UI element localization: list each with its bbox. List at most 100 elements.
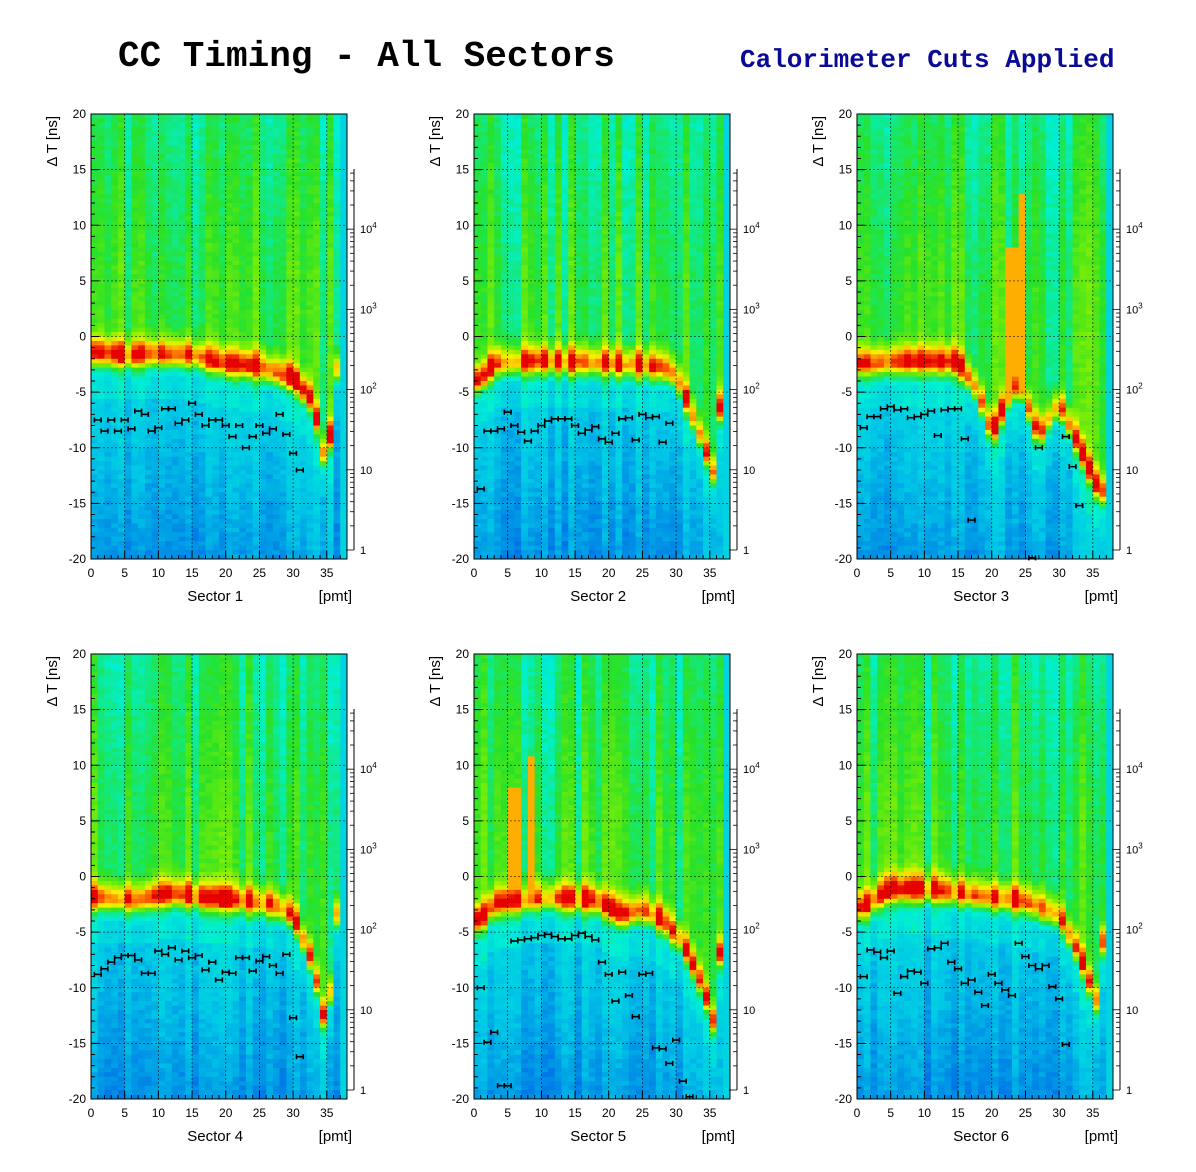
y-tick-label: -20 xyxy=(835,552,853,566)
z-tick-label: 1 xyxy=(360,1085,366,1097)
y-tick-label: 15 xyxy=(456,163,470,177)
x-tick-label: 20 xyxy=(219,1106,233,1120)
grid xyxy=(91,114,347,559)
x-tick-label: 30 xyxy=(669,1106,683,1120)
x-tick-label: 35 xyxy=(1086,566,1100,580)
mean-marker xyxy=(953,406,963,412)
x-tick-label: 25 xyxy=(636,1106,650,1120)
x-tick-label: 15 xyxy=(568,1106,582,1120)
x-tick-label: 5 xyxy=(887,566,894,580)
mean-marker xyxy=(651,414,661,420)
x-axis-unit: [pmt] xyxy=(319,1128,352,1145)
x-tick-label: 0 xyxy=(471,566,478,580)
mean-marker xyxy=(1041,963,1050,968)
mean-marker xyxy=(591,424,600,430)
mean-marker xyxy=(1021,954,1030,960)
y-axis-label: Δ T [ns] xyxy=(44,656,61,707)
z-tick-label: 104 xyxy=(1126,761,1143,776)
mean-marker xyxy=(113,428,123,434)
y-tick-label: -10 xyxy=(835,981,853,995)
y-tick-label: 15 xyxy=(73,163,87,177)
z-tick-label: 103 xyxy=(360,841,377,856)
mean-marker xyxy=(940,940,949,946)
y-axis: -20 -15 -10 -5 0 5 10 15 20 Δ T [ns] xyxy=(44,107,99,566)
y-tick-label: -10 xyxy=(69,981,87,995)
x-tick-label: 5 xyxy=(121,566,128,580)
sector-label: Sector 2 xyxy=(570,588,626,605)
y-tick-label: -5 xyxy=(841,925,852,939)
mean-marker xyxy=(140,411,150,417)
mean-marker xyxy=(624,993,634,999)
y-tick-label: 0 xyxy=(462,330,469,344)
y-tick-label: -10 xyxy=(69,441,87,455)
z-tick-label: 10 xyxy=(360,1005,372,1017)
mean-marker xyxy=(100,966,109,972)
mean-marker xyxy=(228,434,237,440)
mean-marker xyxy=(967,517,976,523)
mean-marker xyxy=(967,977,976,983)
mean-marker xyxy=(268,963,278,968)
x-tick-label: 5 xyxy=(504,566,511,580)
mean-marker xyxy=(665,420,674,426)
y-tick-label: 5 xyxy=(845,814,852,828)
mean-marker xyxy=(947,959,956,965)
z-tick-label: 102 xyxy=(1126,922,1143,937)
mean-markers xyxy=(93,400,305,473)
mean-marker xyxy=(275,970,284,976)
x-tick-label: 25 xyxy=(253,1106,267,1120)
x-axis: 0 5 10 15 20 25 30 35 Sector 5 [pmt] xyxy=(471,1091,735,1145)
mean-marker xyxy=(133,957,143,963)
y-tick-label: -15 xyxy=(452,1036,470,1050)
mean-marker xyxy=(631,1014,640,1020)
mean-marker xyxy=(1061,1041,1071,1047)
mean-marker xyxy=(187,400,197,406)
mean-marker xyxy=(154,425,163,431)
z-tick-label: 10 xyxy=(743,1005,755,1017)
z-tick-label: 104 xyxy=(360,761,377,776)
mean-marker xyxy=(671,1037,681,1043)
x-axis: 0 5 10 15 20 25 30 35 Sector 4 [pmt] xyxy=(88,1091,352,1145)
y-tick-label: -20 xyxy=(69,552,87,566)
y-axis-label: Δ T [ns] xyxy=(427,656,444,707)
y-tick-label: 10 xyxy=(456,758,470,772)
mean-marker xyxy=(893,990,902,996)
x-tick-label: 10 xyxy=(918,1106,932,1120)
heatmap xyxy=(474,654,730,1099)
sector-plot-3: 0 5 10 15 20 25 30 35 Sector 3 [pmt] -20 -15 -10 -5 0 5… xyxy=(810,107,1143,605)
x-tick-label: 30 xyxy=(286,566,300,580)
z-axis: 1 10 102 103 104 xyxy=(346,169,377,557)
z-tick-label: 104 xyxy=(743,761,760,776)
sector-label: Sector 3 xyxy=(953,588,1009,605)
sector-plot-4: 0 5 10 15 20 25 30 35 Sector 4 [pmt] -20 -15 -10 -5 0 5… xyxy=(44,647,377,1145)
y-tick-label: 20 xyxy=(456,107,470,121)
z-axis: 1 10 102 103 104 xyxy=(1112,169,1143,557)
y-tick-label: 0 xyxy=(845,330,852,344)
mean-marker xyxy=(1075,503,1084,509)
mean-markers xyxy=(476,409,674,492)
mean-marker xyxy=(926,408,936,414)
x-tick-label: 0 xyxy=(88,1106,95,1120)
mean-marker xyxy=(597,959,607,965)
z-tick-label: 104 xyxy=(743,221,760,236)
z-tick-label: 103 xyxy=(1126,841,1143,856)
y-tick-label: 15 xyxy=(839,703,853,717)
x-tick-label: 35 xyxy=(320,566,334,580)
y-tick-label: -5 xyxy=(75,925,86,939)
x-tick-label: 0 xyxy=(471,1106,478,1120)
z-tick-label: 104 xyxy=(1126,221,1143,236)
z-tick-label: 102 xyxy=(743,922,760,937)
y-tick-label: 0 xyxy=(79,870,86,884)
y-axis: -20 -15 -10 -5 0 5 10 15 20 Δ T [ns] xyxy=(427,107,482,566)
x-tick-label: 15 xyxy=(568,566,582,580)
mean-marker xyxy=(295,1054,305,1060)
mean-marker xyxy=(201,967,210,973)
x-axis: 0 5 10 15 20 25 30 35 Sector 2 [pmt] xyxy=(471,551,735,605)
page-subtitle: Calorimeter Cuts Applied xyxy=(740,45,1114,75)
mean-marker xyxy=(127,952,136,958)
mean-marker xyxy=(604,439,613,445)
mean-marker xyxy=(658,439,667,445)
z-axis: 1 10 102 103 104 xyxy=(1112,709,1143,1097)
mean-marker xyxy=(476,486,485,492)
mean-marker xyxy=(1027,555,1037,561)
